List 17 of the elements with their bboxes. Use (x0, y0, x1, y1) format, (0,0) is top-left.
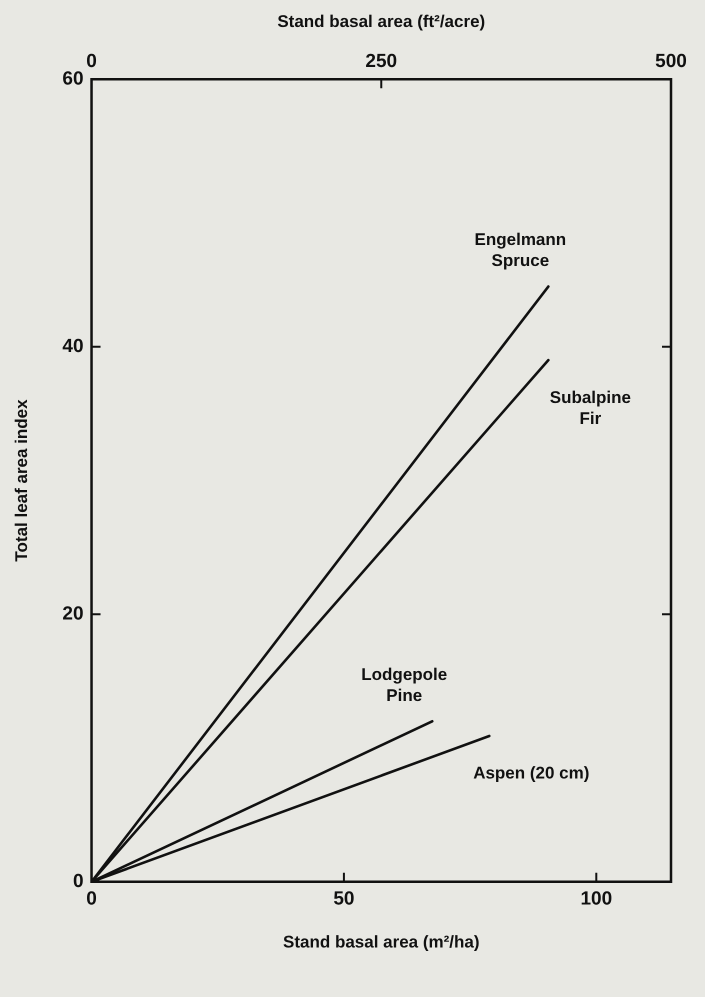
y-tick-label: 40 (62, 336, 84, 357)
x-tick-label: 50 (333, 888, 354, 910)
x-tick-label: 0 (86, 888, 97, 910)
series-label: Aspen (20 cm) (473, 764, 590, 783)
series-label: Engelmann Spruce (474, 230, 566, 270)
y-tick-label: 0 (72, 871, 84, 892)
x2-tick-label: 250 (365, 51, 398, 72)
series-label: Lodgepole Pine (361, 664, 448, 705)
series-label: Subalpine Fir (550, 388, 631, 428)
x2-axis-title: Stand basal area (ft²/acre) (277, 12, 486, 31)
y-tick-label: 60 (62, 68, 84, 90)
x-tick-label: 100 (580, 888, 612, 910)
x-axis-title: Stand basal area (m²/ha) (283, 932, 480, 952)
y-axis-title: Total leaf area index (12, 398, 31, 562)
x2-tick-label: 0 (86, 51, 97, 72)
x2-tick-label: 500 (655, 51, 687, 72)
y-tick-label: 20 (62, 604, 84, 624)
